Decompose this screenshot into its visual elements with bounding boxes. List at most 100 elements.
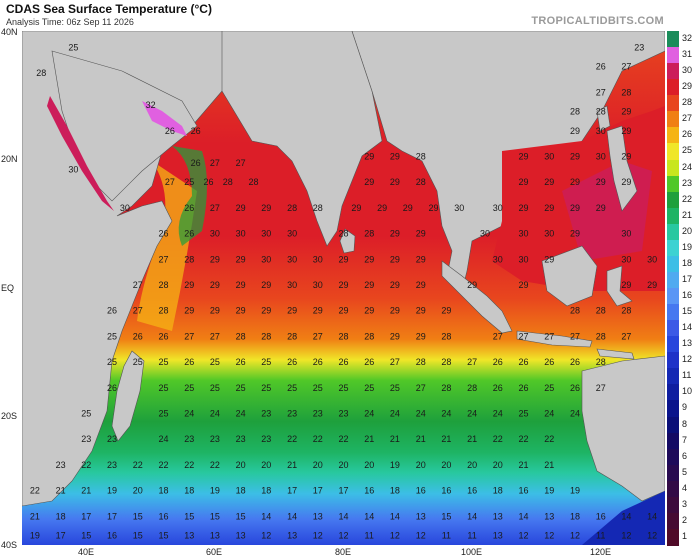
color-scale-label-14: 14 bbox=[682, 322, 693, 333]
sst-value-label: 19 bbox=[210, 486, 220, 496]
map-title: CDAS Sea Surface Temperature (°C) bbox=[6, 2, 212, 16]
color-scale-label-27: 27 bbox=[682, 113, 693, 124]
sst-value-label: 24 bbox=[570, 409, 580, 419]
sst-value-label: 27 bbox=[416, 383, 426, 393]
color-scale-swatch-23 bbox=[667, 175, 679, 193]
sst-value-label: 21 bbox=[467, 434, 477, 444]
sst-value-label: 20 bbox=[133, 486, 143, 496]
sst-value-label: 30 bbox=[596, 126, 606, 136]
sst-value-label: 23 bbox=[261, 409, 271, 419]
sst-value-label: 26 bbox=[518, 357, 528, 367]
sst-value-label: 16 bbox=[107, 531, 117, 541]
sst-value-label: 23 bbox=[210, 434, 220, 444]
sst-value-label: 12 bbox=[416, 531, 426, 541]
sst-value-label: 29 bbox=[184, 306, 194, 316]
sst-value-label: 29 bbox=[544, 254, 554, 264]
sst-value-label: 25 bbox=[261, 383, 271, 393]
sst-value-label: 29 bbox=[428, 203, 438, 213]
sst-value-label: 28 bbox=[313, 203, 323, 213]
color-scale-swatch-13 bbox=[667, 336, 679, 353]
sst-value-label: 26 bbox=[544, 357, 554, 367]
sst-value-label: 25 bbox=[518, 409, 528, 419]
sst-value-label: 28 bbox=[621, 306, 631, 316]
sst-value-label: 16 bbox=[158, 511, 168, 521]
sst-value-label: 25 bbox=[158, 357, 168, 367]
sst-value-label: 29 bbox=[261, 203, 271, 213]
sst-value-label: 15 bbox=[441, 511, 451, 521]
color-scale-swatch-11 bbox=[667, 368, 679, 385]
sst-value-label: 29 bbox=[518, 280, 528, 290]
sst-value-label: 27 bbox=[621, 62, 631, 72]
sst-value-label: 28 bbox=[621, 87, 631, 97]
sst-value-label: 28 bbox=[236, 331, 246, 341]
lat-label-20s: 20S bbox=[1, 411, 18, 421]
sst-value-label: 22 bbox=[493, 434, 503, 444]
sst-value-label: 16 bbox=[467, 486, 477, 496]
sst-value-label: 29 bbox=[313, 306, 323, 316]
sst-value-label: 29 bbox=[364, 177, 374, 187]
sst-value-label: 30 bbox=[518, 254, 528, 264]
sst-value-label: 28 bbox=[596, 331, 606, 341]
sst-value-label: 25 bbox=[544, 383, 554, 393]
sst-value-label: 16 bbox=[441, 486, 451, 496]
somali-upwelling bbox=[137, 161, 197, 331]
color-scale-swatch-30 bbox=[667, 63, 679, 80]
sst-value-label: 30 bbox=[493, 254, 503, 264]
sst-value-label: 21 bbox=[416, 434, 426, 444]
sst-value-label: 18 bbox=[184, 486, 194, 496]
color-scale-swatch-29 bbox=[667, 79, 679, 96]
sst-value-label: 29 bbox=[377, 203, 387, 213]
sst-value-label: 11 bbox=[467, 531, 476, 541]
sst-value-label: 29 bbox=[261, 306, 271, 316]
color-scale-label-30: 30 bbox=[682, 65, 693, 76]
sst-value-label: 15 bbox=[210, 511, 220, 521]
sst-value-label: 30 bbox=[261, 254, 271, 264]
sst-value-label: 27 bbox=[158, 254, 168, 264]
color-scale-swatch-1 bbox=[667, 528, 679, 546]
color-scale-label-20: 20 bbox=[682, 225, 693, 236]
sst-value-label: 29 bbox=[338, 254, 348, 264]
sst-value-label: 27 bbox=[493, 331, 503, 341]
sst-value-label: 24 bbox=[364, 409, 374, 419]
sst-value-label: 27 bbox=[570, 331, 580, 341]
sst-value-label: 29 bbox=[351, 203, 361, 213]
sst-value-label: 28 bbox=[248, 177, 258, 187]
sst-value-label: 15 bbox=[81, 531, 91, 541]
sst-value-label: 29 bbox=[364, 152, 374, 162]
sst-value-label: 27 bbox=[518, 331, 528, 341]
sst-value-label: 29 bbox=[390, 331, 400, 341]
sst-value-label: 20 bbox=[261, 460, 271, 470]
sst-value-label: 13 bbox=[493, 531, 503, 541]
sst-value-label: 29 bbox=[518, 152, 528, 162]
sst-value-label: 32 bbox=[146, 100, 156, 110]
sst-value-label: 13 bbox=[236, 531, 246, 541]
red-sea bbox=[47, 96, 114, 211]
sst-value-label: 27 bbox=[313, 331, 323, 341]
sst-value-label: 26 bbox=[287, 357, 297, 367]
sst-value-label: 24 bbox=[416, 409, 426, 419]
sst-value-label: 29 bbox=[570, 152, 580, 162]
sst-value-label: 25 bbox=[313, 383, 323, 393]
sst-value-label: 25 bbox=[210, 357, 220, 367]
sst-value-label: 24 bbox=[158, 434, 168, 444]
sst-value-label: 12 bbox=[544, 531, 554, 541]
sst-value-label: 29 bbox=[236, 306, 246, 316]
sst-value-label: 17 bbox=[313, 486, 323, 496]
sst-value-label: 29 bbox=[416, 280, 426, 290]
sst-value-label: 26 bbox=[184, 203, 194, 213]
sst-value-label: 23 bbox=[107, 434, 117, 444]
borneo-land bbox=[541, 245, 598, 307]
sst-value-label: 17 bbox=[338, 486, 348, 496]
sst-value-label: 23 bbox=[634, 42, 644, 52]
sst-map: 25 28 32 26 26 30 26 27 27 27 25 26 28 28 30 26 27 29 29 28… bbox=[22, 31, 665, 545]
brand-watermark: TROPICALTIDBITS.COM bbox=[531, 15, 664, 27]
color-scale-label-17: 17 bbox=[682, 273, 693, 284]
sst-value-label: 21 bbox=[287, 460, 297, 470]
sst-value-label: 12 bbox=[261, 531, 271, 541]
sst-value-label: 27 bbox=[390, 357, 400, 367]
java-land bbox=[516, 330, 593, 348]
sst-value-label: 15 bbox=[236, 511, 246, 521]
sst-value-label: 15 bbox=[133, 531, 143, 541]
sst-value-label: 29 bbox=[390, 152, 400, 162]
